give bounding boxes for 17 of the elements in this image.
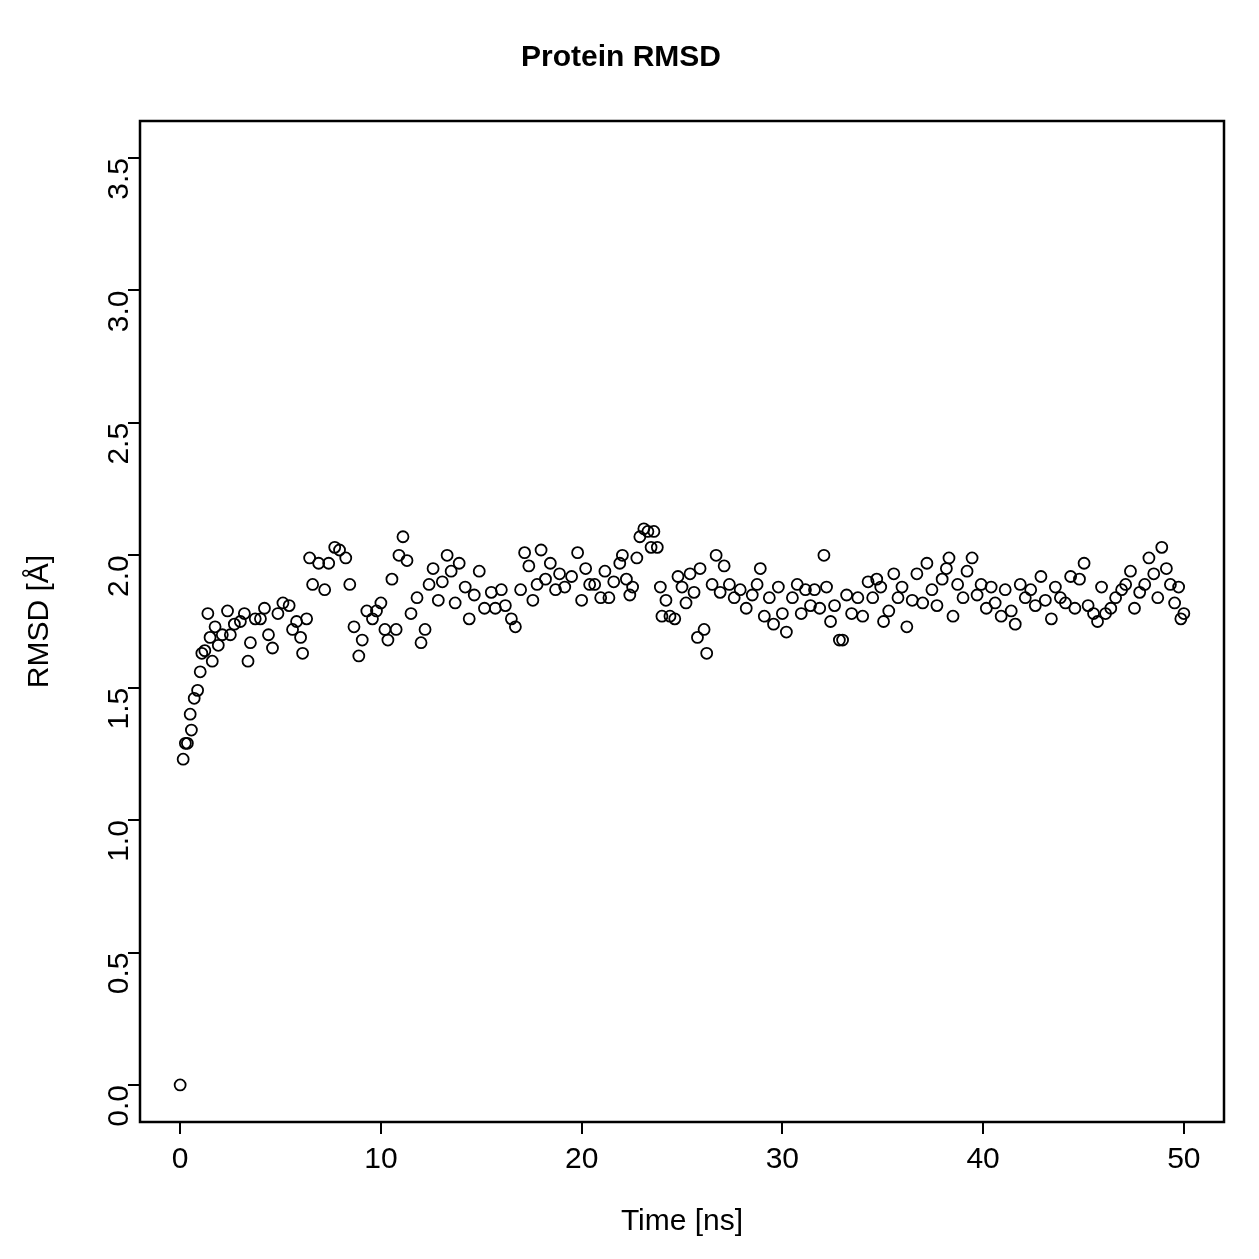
y-tick-label: 1.5 [101,687,135,730]
x-tick-label: 0 [171,1141,189,1175]
chart-title: Protein RMSD [520,39,722,73]
y-tick-label: 1.0 [101,820,135,862]
x-tick-label: 20 [564,1141,599,1175]
x-axis-title: Time [ns] [620,1203,744,1237]
y-tick-label: 0.0 [101,1084,135,1127]
y-tick-label: 0.5 [101,952,135,995]
x-tick-label: 40 [966,1141,1000,1175]
y-tick-label: 2.0 [101,555,135,598]
x-tick-label: 10 [364,1141,398,1175]
x-tick-label: 50 [1167,1141,1201,1175]
y-tick-label: 2.5 [101,422,135,465]
x-tick-label: 30 [765,1141,800,1175]
y-tick-label: 3.5 [101,158,135,200]
y-axis-title: RMSD [Å] [21,554,55,689]
y-tick-label: 3.0 [101,290,135,333]
